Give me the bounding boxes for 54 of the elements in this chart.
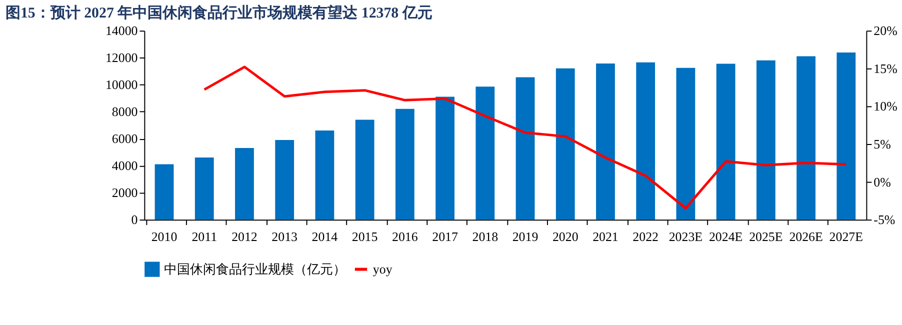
y2-tick-label: 20% (874, 23, 898, 38)
legend-label: 中国休闲食品行业规模（亿元） (164, 261, 346, 276)
x-tick-label: 2017 (432, 228, 458, 244)
x-tick-label: 2018 (472, 228, 498, 244)
y2-tick-label: 0% (874, 174, 892, 190)
bar (395, 108, 414, 220)
bar (716, 64, 736, 220)
x-tick-label: 2010 (151, 228, 178, 244)
line-series (203, 66, 848, 210)
bar (596, 64, 615, 220)
x-tick-label: 2024E (708, 228, 743, 244)
y-tick-label: 10000 (105, 77, 138, 92)
bar (796, 56, 816, 220)
bar (154, 164, 174, 220)
bar (756, 60, 776, 220)
bar (676, 68, 696, 220)
x-tick-label: 2025E (749, 228, 783, 244)
y2-tick-label: 10% (874, 98, 898, 114)
bar (315, 130, 334, 220)
x-tick-label: 2015 (352, 228, 378, 244)
bar (836, 52, 856, 220)
bar (516, 77, 535, 220)
y-tick-label: 12000 (105, 50, 138, 66)
x-tick-label: 2011 (192, 228, 218, 244)
x-tick-label: 2021 (592, 228, 618, 244)
legend-label: yoy (372, 261, 393, 276)
bar (275, 140, 294, 220)
y-tick-label: 4000 (112, 158, 138, 174)
x-tick-label: 2016 (392, 228, 418, 244)
x-tick-label: 2012 (232, 228, 258, 244)
x-tick-label: 2020 (552, 228, 578, 244)
x-tick-label: 2027E (829, 228, 864, 244)
y-tick-label: 6000 (112, 131, 138, 146)
bar (476, 86, 495, 220)
y2-tick-label: -5% (874, 212, 896, 228)
y-tick-label: 14000 (105, 23, 138, 38)
x-tick-label: 2013 (272, 228, 298, 244)
x-tick-label: 2026E (789, 228, 823, 244)
bar (194, 157, 214, 220)
y-tick-label: 2000 (112, 185, 138, 200)
chart-title: 图15：预计 2027 年中国休闲食品行业市场规模有望达 12378 亿元 (5, 4, 432, 22)
y2-tick-label: 15% (874, 60, 898, 76)
x-tick-label: 2019 (512, 228, 538, 244)
bar (355, 120, 374, 220)
bar (235, 148, 254, 220)
y2-tick-label: 5% (874, 136, 892, 152)
y-tick-label: 0 (131, 212, 138, 228)
x-tick-label: 2022 (632, 228, 658, 244)
bar (636, 62, 656, 220)
bar (556, 68, 575, 220)
y-tick-label: 8000 (112, 104, 138, 120)
x-tick-label: 2014 (312, 228, 338, 244)
bar (436, 96, 454, 220)
x-tick-label: 2023E (668, 228, 703, 244)
